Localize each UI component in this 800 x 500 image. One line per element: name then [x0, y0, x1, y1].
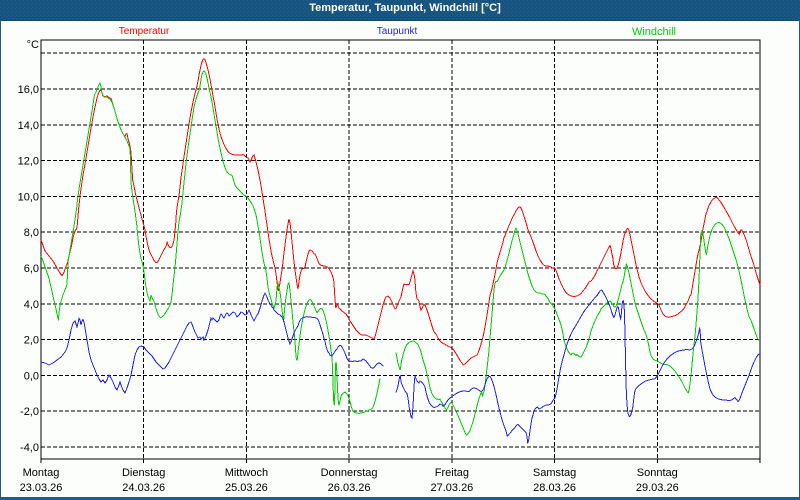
- svg-text:°C: °C: [27, 39, 39, 51]
- svg-text:24.03.26: 24.03.26: [122, 482, 165, 494]
- svg-text:0,0: 0,0: [24, 370, 39, 382]
- svg-text:Mittwoch: Mittwoch: [225, 467, 268, 479]
- svg-text:29.03.26: 29.03.26: [636, 482, 679, 494]
- svg-text:23.03.26: 23.03.26: [20, 482, 63, 494]
- svg-text:-2,0: -2,0: [20, 406, 39, 418]
- svg-text:14,0: 14,0: [18, 120, 39, 132]
- svg-text:4,0: 4,0: [24, 299, 39, 311]
- svg-text:-4,0: -4,0: [20, 442, 39, 454]
- svg-text:10,0: 10,0: [18, 191, 39, 203]
- svg-text:2,0: 2,0: [24, 335, 39, 347]
- svg-text:Freitag: Freitag: [435, 467, 469, 479]
- svg-text:Donnerstag: Donnerstag: [321, 467, 378, 479]
- svg-text:27.03.26: 27.03.26: [430, 482, 473, 494]
- svg-text:Samstag: Samstag: [533, 467, 576, 479]
- svg-text:26.03.26: 26.03.26: [328, 482, 371, 494]
- svg-text:16,0: 16,0: [18, 84, 39, 96]
- svg-text:25.03.26: 25.03.26: [225, 482, 268, 494]
- svg-text:Montag: Montag: [23, 467, 60, 479]
- svg-text:12,0: 12,0: [18, 156, 39, 168]
- svg-text:28.03.26: 28.03.26: [533, 482, 576, 494]
- svg-text:Sonntag: Sonntag: [637, 467, 678, 479]
- svg-text:8,0: 8,0: [24, 227, 39, 239]
- svg-text:Dienstag: Dienstag: [122, 467, 165, 479]
- svg-text:6,0: 6,0: [24, 263, 39, 275]
